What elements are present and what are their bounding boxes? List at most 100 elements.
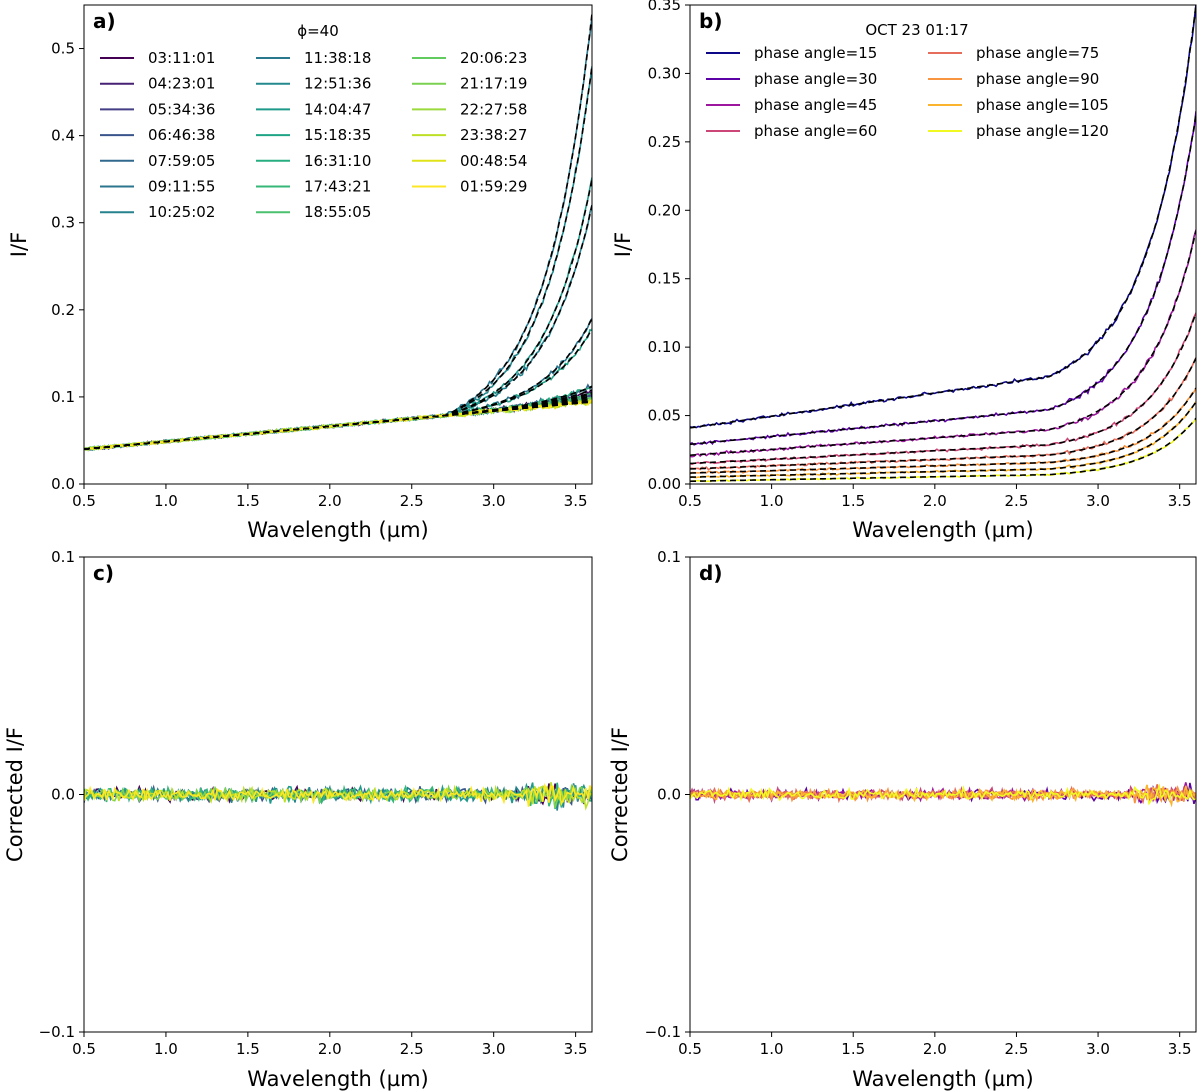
- series-line: [84, 204, 592, 451]
- x-tick-label: 1.5: [236, 492, 260, 510]
- legend-entry: phase angle=105: [976, 96, 1109, 114]
- x-tick-label: 2.0: [318, 492, 342, 510]
- legend-entry: phase angle=45: [754, 96, 877, 114]
- x-tick-label: 2.0: [318, 1040, 342, 1058]
- legend: ϕ=40 03:11:01 04:23:01 05:34:36 06:46:38 07:5…: [100, 22, 527, 221]
- legend-title: ϕ=40: [297, 22, 339, 40]
- series-line: [690, 357, 1196, 471]
- x-tick-label: 2.0: [923, 492, 947, 510]
- y-tick-label: 0.0: [51, 786, 75, 804]
- y-tick-label: 0.10: [648, 338, 681, 356]
- x-tick-label: 1.0: [760, 1040, 784, 1058]
- x-tick-label: 2.5: [1005, 1040, 1029, 1058]
- x-tick-label: 3.0: [1086, 1040, 1110, 1058]
- panel-a: 0.5 1.0 1.5 2.0 2.5 3.0 3.5 0.0 0.1 0.2 0.3 0.4 0.5 W…: [7, 4, 593, 542]
- legend-entry: 03:11:01: [148, 49, 215, 67]
- legend-entry: 12:51:36: [304, 75, 371, 93]
- plot-area: [690, 782, 1196, 808]
- legend-entry: 21:17:19: [460, 75, 527, 93]
- y-tick-label: 0.35: [648, 0, 681, 14]
- legend-entry: phase angle=120: [976, 122, 1109, 140]
- y-tick-label: 0.15: [648, 270, 681, 288]
- legend-title: OCT 23 01:17: [865, 21, 968, 39]
- y-tick-label: 0.25: [648, 133, 681, 151]
- legend: OCT 23 01:17 phase angle=15 phase angle=30…: [706, 21, 1109, 140]
- legend-entry: phase angle=30: [754, 70, 877, 88]
- y-tick-label: 0.5: [51, 40, 75, 58]
- y-tick-label: 0.1: [51, 548, 75, 566]
- series-line: [84, 389, 592, 450]
- x-tick-label: 3.0: [482, 492, 506, 510]
- panel-c: 0.5 1.0 1.5 2.0 2.5 3.0 3.5 −0.1 0.0 0.1 Wavelengt…: [3, 548, 593, 1091]
- y-axis-label: Corrected I/F: [3, 727, 27, 862]
- legend-entry: 10:25:02: [148, 203, 215, 221]
- axes-frame: [83, 4, 593, 485]
- panel-d: 0.5 1.0 1.5 2.0 2.5 3.0 3.5 −0.1 0.0 0.1 Wavelengt…: [608, 548, 1197, 1091]
- series-line: [690, 312, 1196, 466]
- legend-entry: 17:43:21: [304, 178, 371, 196]
- legend-entry: 06:46:38: [148, 126, 215, 144]
- series-line: [84, 66, 592, 452]
- fit-line: [690, 357, 1196, 470]
- series-line: [690, 5, 1196, 429]
- legend-entry: 01:59:29: [460, 178, 527, 196]
- panel-b: 0.5 1.0 1.5 2.0 2.5 3.0 3.5 0.00 0.05 0.10 0.15 0.2…: [611, 0, 1197, 542]
- x-tick-label: 1.5: [236, 1040, 260, 1058]
- legend-entry: phase angle=15: [754, 44, 877, 62]
- fit-line: [84, 389, 592, 450]
- legend-entry: 11:38:18: [304, 49, 371, 67]
- panel-label: c): [93, 561, 114, 585]
- fit-line: [690, 5, 1196, 429]
- x-tick-label: 1.5: [841, 1040, 865, 1058]
- x-tick-label: 0.5: [72, 1040, 96, 1058]
- x-tick-label: 1.0: [154, 492, 178, 510]
- fit-line: [84, 401, 592, 450]
- x-tick-label: 3.0: [1086, 492, 1110, 510]
- x-tick-label: 3.5: [564, 492, 588, 510]
- y-tick-label: 0.30: [648, 64, 681, 82]
- y-tick-label: 0.20: [648, 201, 681, 219]
- y-tick-label: 0.1: [657, 548, 681, 566]
- x-tick-label: 3.0: [482, 1040, 506, 1058]
- y-tick-label: 0.05: [648, 407, 681, 425]
- y-tick-label: 0.4: [51, 127, 75, 145]
- x-tick-label: 1.5: [841, 492, 865, 510]
- legend-entry: 04:23:01: [148, 75, 215, 93]
- y-axis-label: Corrected I/F: [608, 727, 632, 862]
- y-tick-label: 0.0: [51, 475, 75, 493]
- legend-entry: 16:31:10: [304, 152, 371, 170]
- axes-frame: [689, 4, 1197, 485]
- x-axis-label: Wavelength (µm): [247, 518, 428, 542]
- plot-area: [690, 5, 1196, 483]
- fit-line: [690, 230, 1196, 457]
- legend-entry: 22:27:58: [460, 100, 527, 118]
- legend-entry: 20:06:23: [460, 49, 527, 67]
- y-tick-label: 0.00: [648, 475, 681, 493]
- x-tick-label: 2.5: [1005, 492, 1029, 510]
- series-line: [690, 229, 1196, 458]
- residual-line: [690, 783, 1196, 806]
- x-tick-label: 3.5: [564, 1040, 588, 1058]
- fit-line: [84, 205, 592, 450]
- panel-label: a): [93, 9, 116, 33]
- plot-area: [84, 782, 592, 811]
- fit-line: [690, 312, 1196, 465]
- x-tick-label: 1.0: [154, 1040, 178, 1058]
- fit-line: [690, 387, 1196, 474]
- y-tick-label: 0.1: [51, 388, 75, 406]
- y-tick-label: −0.1: [645, 1023, 681, 1041]
- legend-entry: 05:34:36: [148, 100, 215, 118]
- x-tick-label: 0.5: [678, 492, 702, 510]
- x-tick-label: 2.5: [400, 492, 424, 510]
- fit-line: [84, 65, 592, 450]
- residual-line: [84, 782, 592, 807]
- x-axis-label: Wavelength (µm): [852, 1067, 1033, 1091]
- x-tick-label: 0.5: [678, 1040, 702, 1058]
- legend-entry: 15:18:35: [304, 126, 371, 144]
- y-tick-label: 0.2: [51, 301, 75, 319]
- y-tick-label: 0.3: [51, 214, 75, 232]
- legend-entry: phase angle=90: [976, 70, 1099, 88]
- legend-entry: 18:55:05: [304, 203, 371, 221]
- plot-area: [84, 13, 592, 452]
